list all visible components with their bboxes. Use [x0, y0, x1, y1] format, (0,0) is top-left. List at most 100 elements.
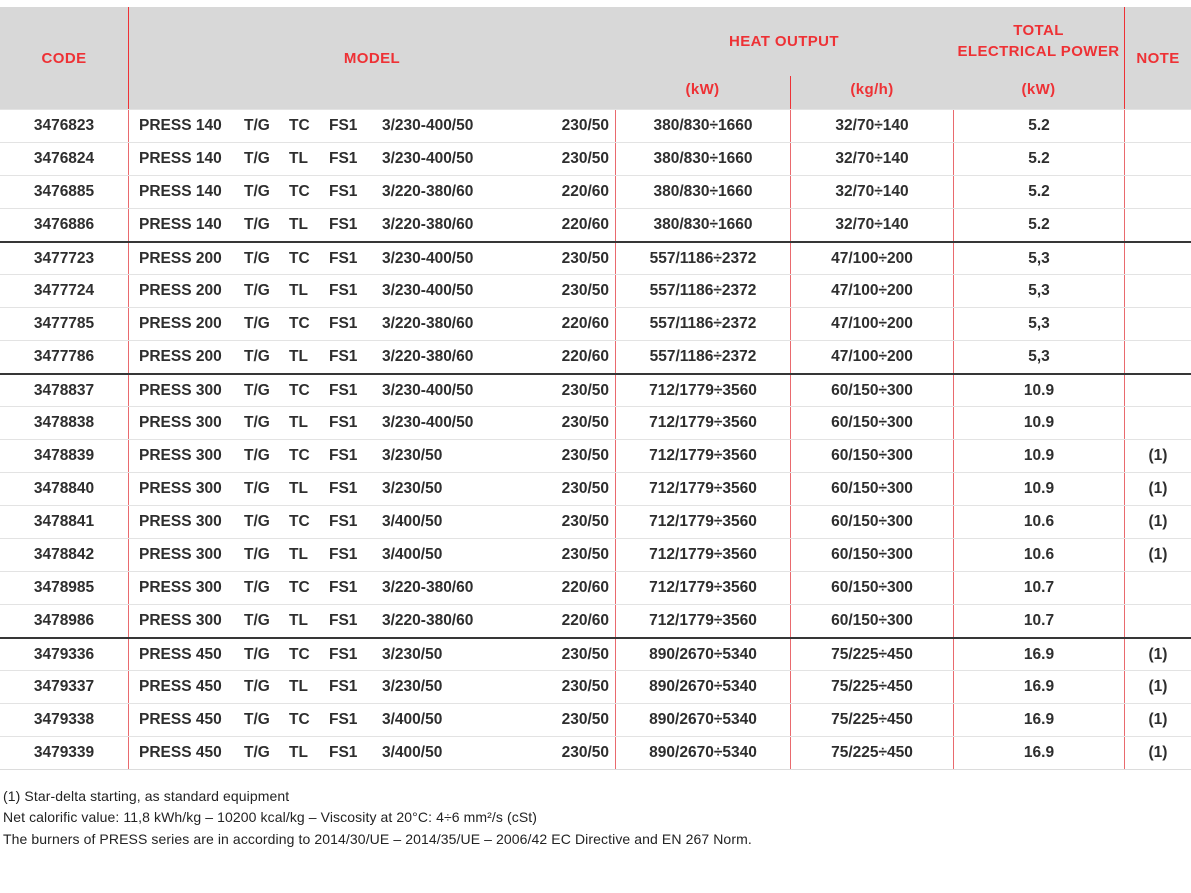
- cell-model: PRESS 140 T/G TL FS1 3/220-380/60 220/60: [128, 209, 615, 241]
- model-series: PRESS 140: [139, 150, 222, 167]
- model-flame-safeguard: FS1: [329, 744, 358, 761]
- model-supply: 230/50: [561, 249, 609, 267]
- cell-heat-output-kgh: 32/70÷140: [790, 110, 953, 142]
- cell-heat-output-kw: 380/830÷1660: [615, 209, 790, 241]
- cell-heat-output-kgh: 60/150÷300: [790, 473, 953, 505]
- cell-code: 3478985: [33, 579, 95, 596]
- model-fuel-variant: T/G: [244, 315, 270, 332]
- model-flame-safeguard: FS1: [329, 381, 358, 399]
- model-head-type: TC: [289, 447, 310, 464]
- header-total-electrical-power: TOTAL ELECTRICAL POWER: [953, 7, 1124, 76]
- table-row: 3477786 PRESS 200 T/G TL FS1 3/220-380/6…: [0, 340, 1191, 373]
- model-series: PRESS 450: [139, 678, 222, 695]
- cell-code: 3479337: [33, 678, 95, 695]
- model-fuel-variant: T/G: [244, 348, 270, 365]
- table-row: 3476824 PRESS 140 T/G TL FS1 3/230-400/5…: [0, 142, 1191, 175]
- model-fuel-variant: T/G: [244, 546, 270, 563]
- cell-note: (1): [1124, 473, 1191, 505]
- model-voltage-spec: 3/400/50: [382, 546, 443, 563]
- cell-heat-output-kgh: 60/150÷300: [790, 605, 953, 637]
- cell-code: 3478840: [33, 480, 95, 497]
- model-flame-safeguard: FS1: [329, 711, 358, 728]
- model-voltage-spec: 3/220-380/60: [382, 216, 474, 233]
- cell-note: (1): [1124, 506, 1191, 538]
- cell-total-electrical-power: 5,3: [953, 341, 1124, 373]
- cell-model: PRESS 300 T/G TL FS1 3/230/50 230/50: [128, 473, 615, 505]
- cell-note: [1124, 308, 1191, 340]
- model-series: PRESS 300: [139, 480, 222, 497]
- cell-note: [1124, 275, 1191, 307]
- cell-heat-output-kgh: 60/150÷300: [790, 572, 953, 604]
- cell-total-electrical-power: 10.6: [953, 539, 1124, 571]
- cell-total-electrical-power: 10.9: [953, 375, 1124, 406]
- model-series: PRESS 300: [139, 612, 222, 629]
- cell-heat-output-kw: 557/1186÷2372: [615, 341, 790, 373]
- model-fuel-variant: T/G: [244, 249, 270, 267]
- table-row: 3479337 PRESS 450 T/G TL FS1 3/230/50 23…: [0, 670, 1191, 703]
- cell-code: 3477724: [33, 282, 95, 299]
- cell-heat-output-kw: 380/830÷1660: [615, 143, 790, 175]
- model-series: PRESS 200: [139, 348, 222, 365]
- cell-model: PRESS 300 T/G TC FS1 3/400/50 230/50: [128, 506, 615, 538]
- model-supply: 220/60: [561, 183, 609, 200]
- cell-heat-output-kgh: 75/225÷450: [790, 671, 953, 703]
- model-voltage-spec: 3/220-380/60: [382, 315, 474, 332]
- model-voltage-spec: 3/400/50: [382, 744, 443, 761]
- model-head-type: TL: [289, 546, 308, 563]
- cell-heat-output-kgh: 75/225÷450: [790, 704, 953, 736]
- model-supply: 220/60: [561, 216, 609, 233]
- model-fuel-variant: T/G: [244, 480, 270, 497]
- cell-model: PRESS 450 T/G TC FS1 3/230/50 230/50: [128, 639, 615, 670]
- header-heat-kgh-unit: (kg/h): [790, 76, 953, 109]
- table-row: 3476823 PRESS 140 T/G TC FS1 3/230-400/5…: [0, 109, 1191, 142]
- model-voltage-spec: 3/230-400/50: [382, 249, 474, 267]
- model-flame-safeguard: FS1: [329, 414, 358, 431]
- cell-heat-output-kw: 712/1779÷3560: [615, 506, 790, 538]
- cell-note: [1124, 572, 1191, 604]
- cell-heat-output-kgh: 47/100÷200: [790, 308, 953, 340]
- model-series: PRESS 300: [139, 513, 222, 530]
- model-voltage-spec: 3/220-380/60: [382, 579, 474, 596]
- cell-heat-output-kgh: 75/225÷450: [790, 639, 953, 670]
- cell-model: PRESS 200 T/G TC FS1 3/230-400/50 230/50: [128, 243, 615, 274]
- cell-heat-output-kw: 557/1186÷2372: [615, 275, 790, 307]
- model-series: PRESS 300: [139, 447, 222, 464]
- cell-heat-output-kgh: 32/70÷140: [790, 176, 953, 208]
- table-row: 3477724 PRESS 200 T/G TL FS1 3/230-400/5…: [0, 274, 1191, 307]
- model-voltage-spec: 3/230/50: [382, 645, 443, 663]
- cell-note: (1): [1124, 671, 1191, 703]
- cell-heat-output-kw: 890/2670÷5340: [615, 737, 790, 769]
- model-head-type: TL: [289, 480, 308, 497]
- model-fuel-variant: T/G: [244, 183, 270, 200]
- cell-heat-output-kgh: 60/150÷300: [790, 440, 953, 472]
- model-supply: 230/50: [561, 711, 609, 728]
- model-fuel-variant: T/G: [244, 678, 270, 695]
- cell-model: PRESS 300 T/G TL FS1 3/400/50 230/50: [128, 539, 615, 571]
- model-fuel-variant: T/G: [244, 447, 270, 464]
- model-head-type: TC: [289, 645, 310, 663]
- model-series: PRESS 450: [139, 645, 222, 663]
- model-flame-safeguard: FS1: [329, 513, 358, 530]
- model-head-type: TL: [289, 150, 308, 167]
- model-flame-safeguard: FS1: [329, 249, 358, 267]
- model-head-type: TL: [289, 414, 308, 431]
- model-series: PRESS 300: [139, 381, 222, 399]
- model-flame-safeguard: FS1: [329, 216, 358, 233]
- model-supply: 230/50: [561, 381, 609, 399]
- cell-model: PRESS 450 T/G TL FS1 3/230/50 230/50: [128, 671, 615, 703]
- cell-total-electrical-power: 5.2: [953, 110, 1124, 142]
- cell-code: 3478838: [33, 414, 95, 431]
- table-row: 3476886 PRESS 140 T/G TL FS1 3/220-380/6…: [0, 208, 1191, 241]
- table-row: 3478837 PRESS 300 T/G TC FS1 3/230-400/5…: [0, 373, 1191, 406]
- table-row: 3478839 PRESS 300 T/G TC FS1 3/230/50 23…: [0, 439, 1191, 472]
- model-head-type: TC: [289, 117, 310, 134]
- cell-heat-output-kw: 890/2670÷5340: [615, 671, 790, 703]
- model-supply: 230/50: [561, 447, 609, 464]
- footnote-calorific-value: Net calorific value: 11,8 kWh/kg – 10200…: [3, 809, 538, 826]
- cell-heat-output-kw: 890/2670÷5340: [615, 639, 790, 670]
- model-series: PRESS 200: [139, 249, 222, 267]
- model-series: PRESS 200: [139, 315, 222, 332]
- model-voltage-spec: 3/400/50: [382, 513, 443, 530]
- cell-heat-output-kw: 712/1779÷3560: [615, 539, 790, 571]
- cell-total-electrical-power: 5.2: [953, 209, 1124, 241]
